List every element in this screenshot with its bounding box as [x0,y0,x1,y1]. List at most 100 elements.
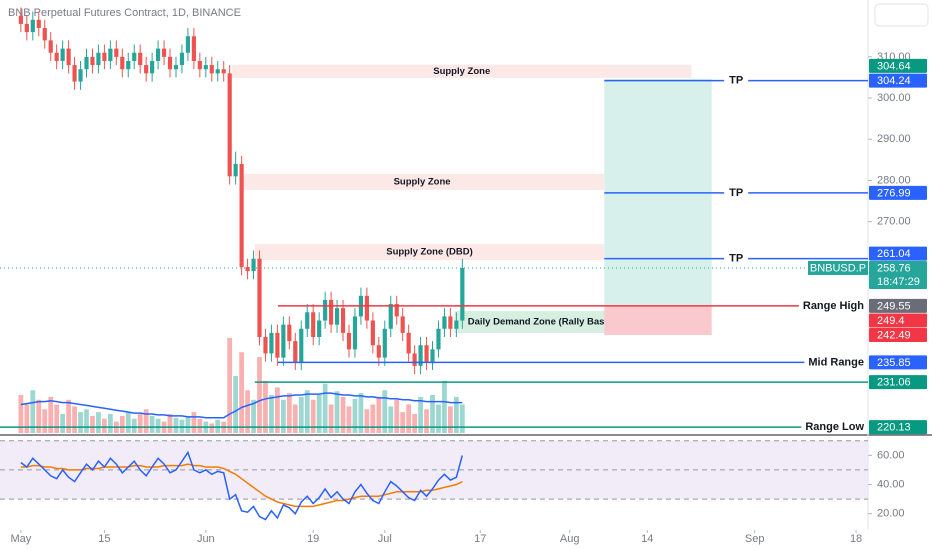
volume-bar [310,399,316,433]
volume-bar [233,376,239,433]
volume-bar [263,380,268,433]
rsi-tick-label: 60.00 [877,449,905,461]
volume-bar [149,415,155,433]
candle-body [156,48,161,61]
candle-body [454,320,459,329]
volume-bar [18,395,24,433]
candle-body [179,52,185,66]
volume-bar [185,415,191,433]
x-tick-label: 14 [641,533,653,545]
candle-body [275,332,280,358]
volume-bar [107,414,113,433]
volume-bar [340,396,346,433]
candle-body [394,304,399,317]
volume-bar [316,395,322,433]
candle-body [388,304,393,329]
volume-bar [245,390,250,433]
x-tick-label: 19 [307,533,319,545]
candle-body [203,65,208,70]
volume-bar [48,396,54,433]
level-label: TP [729,74,743,86]
volume-bar [54,404,60,433]
x-tick-label: 17 [474,533,486,545]
candle-body [239,163,244,267]
candle-body [460,267,465,321]
price-tag: 304.24 [877,75,911,87]
level-label: Range Low [805,421,864,433]
zone [254,243,605,260]
candle-body [287,324,292,342]
volume-bar [131,418,137,433]
candle-body [233,163,238,177]
volume-bar [30,390,36,433]
symbol-tag-bg [808,260,868,275]
x-tick-label: Aug [560,533,580,545]
volume-bar [215,419,221,433]
price-tag-bg [869,298,927,313]
candle-body [114,48,119,57]
candle-body [185,36,191,53]
last-price-tag: 258.76 [877,262,911,274]
candle-body [251,258,256,272]
candle-body [227,73,232,177]
volume-bar [453,396,459,433]
level-label-bg [724,185,749,200]
volume-bar [239,352,244,433]
candle-body [191,36,196,61]
chart-title: BNB Perpetual Futures Contract, 1D, BINA… [8,7,241,19]
candle-body [36,19,41,29]
volume-bar [358,393,364,433]
volume-bar [394,399,400,433]
volume-bar [60,414,66,433]
volume-bar [119,415,125,433]
price-tag: 304.64 [877,60,911,72]
rsi-ma-line [20,463,463,508]
candle-body [108,48,113,61]
volume-bar [442,380,447,433]
volume-bar [173,417,179,433]
zone-label: Daily Demand Zone (Rally Base Rally) [468,316,639,327]
toolbar-button[interactable] [874,3,929,27]
level-label: TP [729,187,743,199]
volume-bar [436,404,441,433]
level-label: Range High [803,300,864,312]
y-tick-label: 300.00 [877,92,911,104]
level-label: TP [729,252,743,264]
candle-body [18,15,23,24]
volume-bar [424,409,429,433]
candle-body [24,23,29,33]
candle-body [269,332,274,354]
x-tick-label: Jun [197,533,215,545]
volume-bar [78,412,83,433]
x-tick-label: 15 [98,533,110,545]
candle-body [323,299,328,321]
volume-bar [406,404,412,433]
candle-body [126,60,131,70]
candle-body [418,345,423,366]
price-tag: 242.49 [877,329,911,341]
volume-bar [459,404,465,433]
volume-bar [42,409,48,433]
candle-body [72,65,77,82]
price-tag: 220.13 [877,422,911,434]
candle-body [96,52,101,66]
price-tag-bg [869,185,927,200]
volume-bar [292,404,298,433]
price-tag: 249.4 [877,315,905,327]
volume-bar [328,404,334,433]
volume-bar [400,412,406,433]
candle-body [436,328,441,350]
candle-body [376,345,381,358]
rsi-tick-label: 20.00 [877,508,905,520]
candle-body [221,69,226,74]
volume-bar [143,409,149,433]
x-tick-label: May [10,533,31,545]
y-tick-label: 290.00 [877,133,911,145]
candle-body [78,69,83,82]
rsi-tick-label: 40.00 [877,478,905,490]
price-tag: 235.85 [877,357,911,369]
price-tag-bg [869,375,927,390]
candle-body [352,316,358,350]
volume-bar [269,395,274,433]
candle-body [132,52,137,61]
